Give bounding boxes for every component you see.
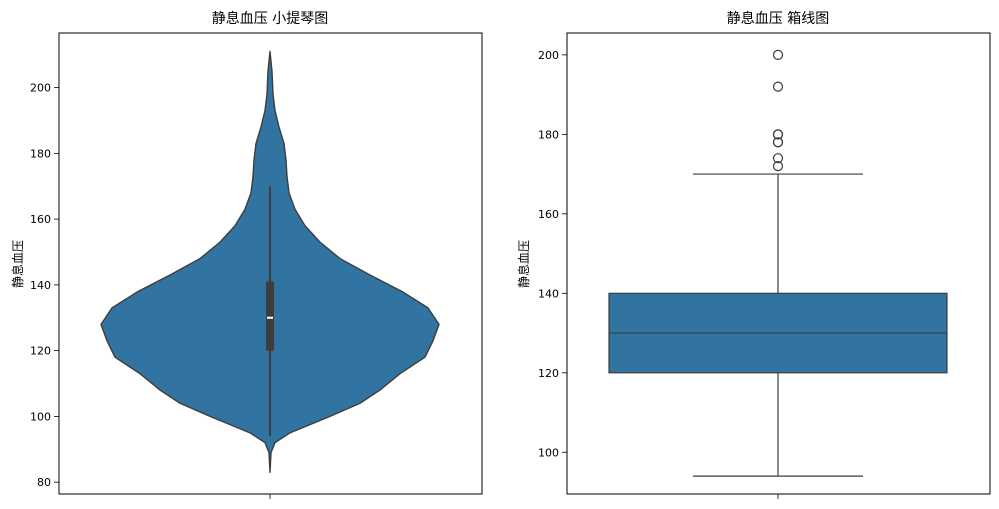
violin-y-axis: 80 100 120 140 160 180 200 (30, 82, 59, 489)
box-y-axis: 100 120 140 160 180 200 (538, 49, 567, 459)
violin-y-tick-label: 100 (30, 410, 51, 423)
violin-y-axis-label: 静息血压 (10, 240, 25, 288)
box-y-tick-label: 200 (538, 49, 559, 62)
violin-panel: 静息血压 小提琴图 80 100 120 140 160 180 200 静息血压 (10, 10, 483, 499)
box-panel: 静息血压 箱线图 100 120 140 160 180 200 静息血压 (516, 10, 991, 499)
box-outlier-point (772, 137, 784, 148)
violin-y-tick-label: 80 (37, 476, 51, 489)
box-outlier-point (772, 81, 784, 92)
box-outlier-point (772, 129, 784, 140)
box-plot-frame (566, 32, 991, 495)
box-y-tick-label: 100 (538, 446, 559, 459)
box-y-tick-label: 140 (538, 287, 559, 300)
violin-plot-area (100, 50, 440, 473)
box-y-axis-label: 静息血压 (516, 240, 531, 288)
violin-chart-title: 静息血压 小提琴图 (212, 10, 328, 27)
box-outlier-point (772, 49, 784, 60)
box-plot-area (608, 49, 948, 477)
violin-y-tick-label: 180 (30, 147, 51, 160)
violin-y-tick-label: 140 (30, 279, 51, 292)
violin-y-tick-label: 160 (30, 213, 51, 226)
box-outlier-point (772, 161, 784, 172)
box-y-tick-label: 160 (538, 208, 559, 221)
box-y-tick-label: 120 (538, 367, 559, 380)
box-y-tick-label: 180 (538, 128, 559, 141)
violin-y-tick-label: 200 (30, 82, 51, 95)
violin-y-tick-label: 120 (30, 345, 51, 358)
box-chart-title: 静息血压 箱线图 (727, 10, 829, 27)
box-outlier-point (772, 153, 784, 164)
violin-inner-box (266, 281, 274, 351)
violin-plot-frame (58, 32, 483, 495)
